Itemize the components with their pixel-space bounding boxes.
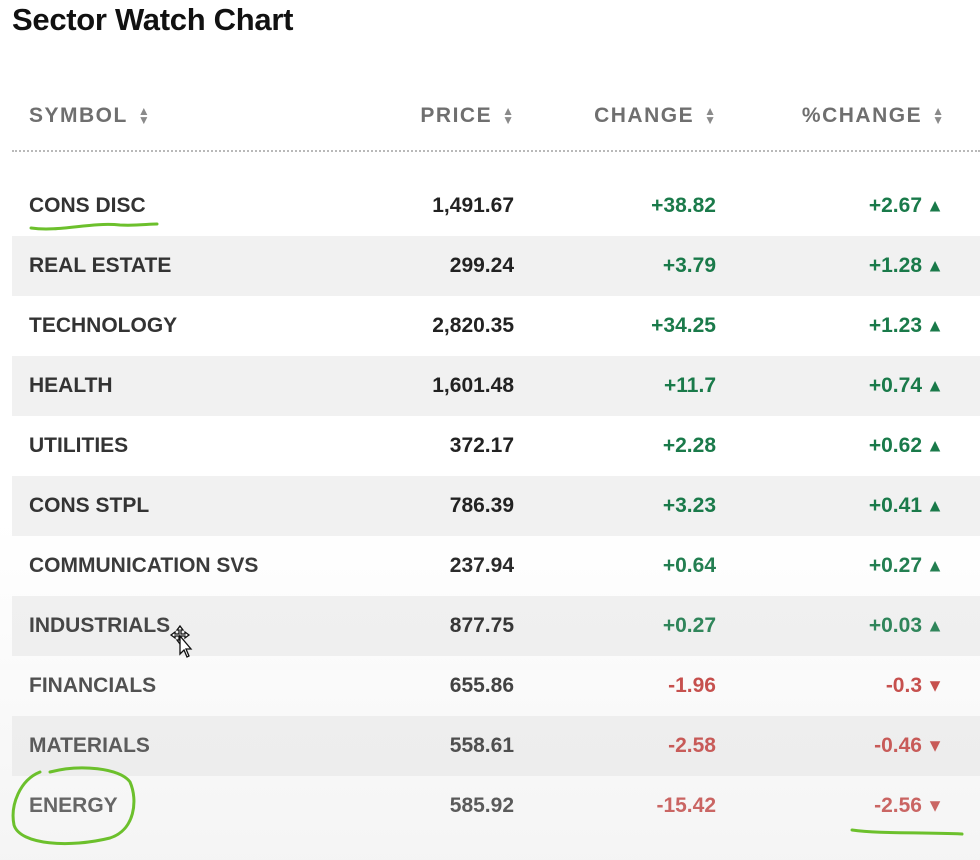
sort-arrows-icon[interactable]: ▲ ▼ — [502, 104, 514, 127]
symbol-link[interactable]: MATERIALS — [29, 734, 150, 757]
change-value: +11.7 — [664, 374, 716, 397]
price-value: 786.39 — [449, 494, 514, 517]
triangle-down-icon: ▼ — [926, 795, 944, 816]
symbol-link[interactable]: REAL ESTATE — [29, 254, 172, 277]
pct-change-value: +0.41 — [868, 494, 922, 517]
price-value: 2,820.35 — [432, 314, 514, 337]
price-value: 585.92 — [449, 794, 514, 817]
triangle-up-icon: ▲ — [926, 555, 944, 576]
pct-change-value: +0.62 — [868, 434, 922, 457]
page-title: Sector Watch Chart — [12, 2, 294, 37]
symbol-link[interactable]: TECHNOLOGY — [29, 314, 178, 337]
symbol-link[interactable]: FINANCIALS — [29, 674, 157, 697]
column-header-label: CHANGE — [594, 104, 695, 127]
price-value: 237.94 — [449, 554, 514, 577]
symbol-link[interactable]: CONS DISC — [29, 194, 146, 217]
price-value: 558.61 — [449, 734, 514, 757]
change-value: -2.58 — [668, 734, 716, 757]
price-value: 655.86 — [449, 674, 514, 697]
pct-change-value: +0.27 — [868, 554, 922, 577]
price-value: 877.75 — [449, 614, 514, 637]
symbol-link[interactable]: ENERGY — [29, 794, 118, 817]
price-value: 372.17 — [449, 434, 514, 457]
table-row[interactable]: MATERIALS 558.61 -2.58 -0.46 ▼ — [12, 716, 980, 776]
column-header-price[interactable]: PRICE ▲ ▼ — [420, 104, 514, 128]
table-row[interactable]: TECHNOLOGY 2,820.35 +34.25 +1.23 ▲ — [12, 296, 980, 356]
column-header-label: %CHANGE — [801, 104, 923, 127]
table-row[interactable]: REAL ESTATE 299.24 +3.79 +1.28 ▲ — [12, 236, 980, 296]
triangle-up-icon: ▲ — [926, 375, 944, 396]
table-row[interactable]: HEALTH 1,601.48 +11.7 +0.74 ▲ — [12, 356, 980, 416]
change-value: +38.82 — [651, 194, 716, 217]
change-value: +34.25 — [651, 314, 716, 337]
change-value: -1.96 — [668, 674, 716, 697]
column-header-pct-change[interactable]: %CHANGE ▲ ▼ — [802, 104, 944, 128]
change-value: +3.79 — [662, 254, 716, 277]
table-row[interactable]: CONS DISC 1,491.67 +38.82 +2.67 ▲ — [12, 176, 980, 236]
table-row[interactable]: CONS STPL 786.39 +3.23 +0.41 ▲ — [12, 476, 980, 536]
pct-change-value: -0.3 — [885, 674, 922, 697]
column-header-label: SYMBOL — [29, 104, 128, 127]
change-value: -15.42 — [656, 794, 716, 817]
change-value: +0.64 — [662, 554, 716, 577]
table-row[interactable]: ENERGY 585.92 -15.42 -2.56 ▼ — [12, 776, 980, 836]
price-value: 1,601.48 — [432, 374, 514, 397]
table-row[interactable]: FINANCIALS 655.86 -1.96 -0.3 ▼ — [12, 656, 980, 716]
triangle-up-icon: ▲ — [926, 495, 944, 516]
column-header-symbol[interactable]: SYMBOL ▲ ▼ — [29, 104, 150, 128]
triangle-up-icon: ▲ — [926, 615, 944, 636]
price-value: 1,491.67 — [432, 194, 514, 217]
triangle-up-icon: ▲ — [926, 255, 944, 276]
symbol-link[interactable]: COMMUNICATION SVS — [29, 554, 259, 577]
pct-change-value: +0.03 — [868, 614, 922, 637]
table-body: CONS DISC 1,491.67 +38.82 +2.67 ▲ REAL E… — [12, 176, 980, 836]
pct-change-value: -0.46 — [874, 734, 922, 757]
table-header: SYMBOL ▲ ▼ PRICE ▲ ▼ CHANGE ▲ ▼ %CHANGE ▲ ▼ — [12, 88, 980, 152]
sort-arrows-icon[interactable]: ▲ ▼ — [704, 104, 716, 127]
sort-arrows-icon[interactable]: ▲ ▼ — [932, 104, 944, 127]
pct-change-value: +0.74 — [868, 374, 922, 397]
triangle-down-icon: ▼ — [926, 675, 944, 696]
symbol-link[interactable]: HEALTH — [29, 374, 113, 397]
triangle-down-icon: ▼ — [926, 735, 944, 756]
pct-change-value: +1.23 — [868, 314, 922, 337]
column-header-label: PRICE — [420, 104, 493, 127]
table-row[interactable]: INDUSTRIALS 877.75 +0.27 +0.03 ▲ — [12, 596, 980, 656]
symbol-link[interactable]: CONS STPL — [29, 494, 150, 517]
pct-change-value: +1.28 — [868, 254, 922, 277]
change-value: +2.28 — [662, 434, 716, 457]
change-value: +3.23 — [662, 494, 716, 517]
triangle-up-icon: ▲ — [926, 195, 944, 216]
triangle-up-icon: ▲ — [926, 315, 944, 336]
pct-change-value: +2.67 — [868, 194, 922, 217]
symbol-link[interactable]: UTILITIES — [29, 434, 129, 457]
price-value: 299.24 — [449, 254, 514, 277]
triangle-up-icon: ▲ — [926, 435, 944, 456]
pct-change-value: -2.56 — [874, 794, 922, 817]
symbol-link[interactable]: INDUSTRIALS — [29, 614, 171, 637]
table-row[interactable]: UTILITIES 372.17 +2.28 +0.62 ▲ — [12, 416, 980, 476]
change-value: +0.27 — [662, 614, 716, 637]
move-cursor-icon — [169, 624, 193, 658]
sector-table: SYMBOL ▲ ▼ PRICE ▲ ▼ CHANGE ▲ ▼ %CHANGE ▲ ▼ … — [12, 88, 980, 836]
sort-arrows-icon[interactable]: ▲ ▼ — [137, 104, 150, 127]
column-header-change[interactable]: CHANGE ▲ ▼ — [594, 104, 716, 128]
table-row[interactable]: COMMUNICATION SVS 237.94 +0.64 +0.27 ▲ — [12, 536, 980, 596]
